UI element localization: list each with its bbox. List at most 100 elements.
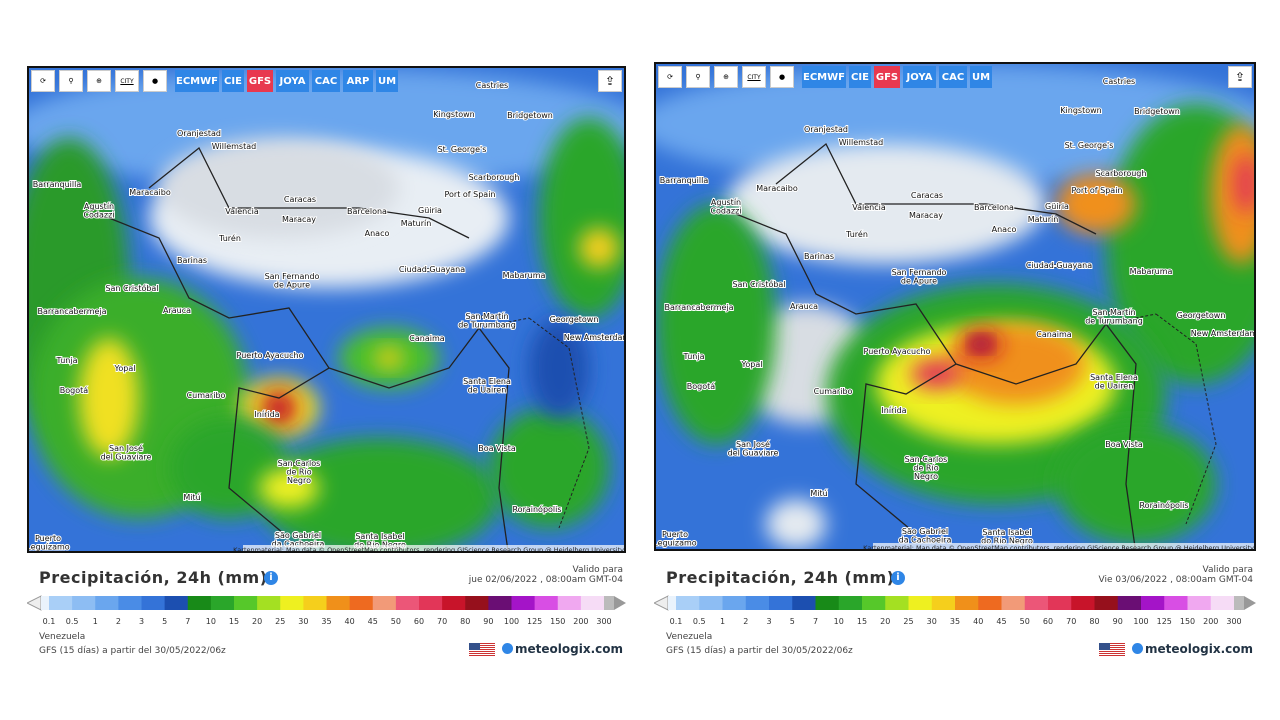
model-button[interactable]: CAC	[939, 66, 967, 88]
scale-low	[668, 596, 676, 610]
flag[interactable]	[1099, 643, 1125, 657]
place-label: de Apure	[901, 277, 937, 286]
scale-bin	[303, 596, 327, 610]
model-button[interactable]: CIE	[849, 66, 871, 88]
scale-bin	[580, 596, 605, 610]
place-label: de Río	[913, 464, 938, 473]
precip-area	[539, 118, 624, 318]
place-label: San Martín	[465, 312, 508, 321]
scale-bin	[326, 596, 351, 610]
scale-label: 30	[298, 617, 308, 626]
place-label: Ciudad Guayana	[399, 265, 465, 274]
place-label: Agustín	[711, 198, 741, 207]
model-button[interactable]: ECMWF	[175, 70, 219, 92]
scale-label: 25	[275, 617, 285, 626]
city-dot	[678, 179, 682, 183]
city-dot	[746, 363, 750, 367]
tool-button[interactable]: ⟳	[31, 70, 55, 92]
tool-button[interactable]: ⊕	[87, 70, 111, 92]
scale-label: 90	[1113, 617, 1123, 626]
tool-button[interactable]: CITY	[115, 70, 139, 92]
scale-bin	[1187, 596, 1212, 610]
model-button[interactable]: UM	[376, 70, 398, 92]
flag-stripe	[469, 651, 495, 652]
place-label: Maturín	[401, 219, 432, 228]
model-button[interactable]: UM	[970, 66, 992, 88]
city-dot	[491, 447, 495, 451]
model-button[interactable]: GFS	[874, 66, 900, 88]
place-label: Barinas	[177, 256, 207, 265]
city-dot	[264, 354, 268, 358]
city-dot	[851, 233, 855, 237]
scale-bin	[257, 596, 281, 610]
city-dot	[998, 228, 1002, 232]
place-label: Güiria	[1045, 202, 1069, 211]
scale-label: 60	[414, 617, 424, 626]
city-dot	[888, 409, 892, 413]
model-button[interactable]: JOYA	[903, 66, 936, 88]
place-label: do Rio Negro	[981, 537, 1033, 546]
city-dot	[361, 210, 365, 214]
model-button[interactable]: ARP	[343, 70, 373, 92]
city-dot	[464, 193, 468, 197]
info-icon[interactable]: i	[891, 571, 905, 585]
scale-bin	[1094, 596, 1119, 610]
flag-stripe	[469, 645, 495, 646]
city-dot	[66, 310, 70, 314]
info-icon[interactable]: i	[264, 571, 278, 585]
scale-label: 70	[437, 617, 447, 626]
tool-button[interactable]: ●	[143, 70, 167, 92]
scale-label: 7	[185, 617, 190, 626]
scale-label: 40	[345, 617, 355, 626]
place-label: Turén	[218, 233, 241, 243]
share-button[interactable]: ⇪	[1228, 66, 1252, 88]
place-label: Inírida	[881, 406, 906, 415]
city-dot	[410, 222, 414, 226]
tool-button[interactable]: ⊕	[714, 66, 738, 88]
place-label: Maracay	[282, 215, 316, 224]
attribution-bg	[243, 545, 624, 551]
scale-label: 50	[391, 617, 401, 626]
place-label: Barranquilla	[33, 180, 82, 189]
tool-button[interactable]: CITY	[742, 66, 766, 88]
place-label: Puerto	[662, 530, 688, 539]
city-dot	[1158, 504, 1162, 508]
city-dot	[426, 268, 430, 272]
place-label: Codazzi	[710, 207, 741, 216]
city-dot	[1075, 109, 1079, 113]
model-button[interactable]: JOYA	[276, 70, 309, 92]
place-label: Caracas	[911, 191, 943, 200]
scale-bin	[557, 596, 582, 610]
flag[interactable]	[469, 643, 495, 657]
scale-label: 70	[1066, 617, 1076, 626]
map-layer: Castries Kingstown Bridgetown Oranjestad Wil…	[29, 68, 624, 551]
model-button[interactable]: CIE	[222, 70, 244, 92]
scale-bin	[838, 596, 863, 610]
precip-area	[1234, 154, 1254, 214]
logo: meteologix.com	[1132, 642, 1253, 656]
model-button[interactable]: ECMWF	[802, 66, 846, 88]
scale-label: 5	[162, 617, 167, 626]
city-dot	[448, 113, 452, 117]
city-dot	[813, 492, 817, 496]
city-dot	[424, 209, 428, 213]
city-dot	[891, 350, 895, 354]
model-button[interactable]: CAC	[312, 70, 340, 92]
scale-bin	[1048, 596, 1072, 610]
model-button[interactable]: GFS	[247, 70, 273, 92]
logo-globe	[502, 643, 513, 654]
share-button[interactable]: ⇪	[598, 70, 622, 92]
city-dot	[920, 458, 924, 462]
precip-area	[766, 499, 826, 549]
title: Precipitación, 24h (mm)	[39, 568, 268, 587]
tool-button[interactable]: ⟳	[658, 66, 682, 88]
scale-label: 15	[857, 617, 867, 626]
city-dot	[1037, 218, 1041, 222]
tool-button[interactable]: ●	[770, 66, 794, 88]
tool-button[interactable]: ⚲	[59, 70, 83, 92]
city-dot	[51, 183, 55, 187]
tool-button[interactable]: ⚲	[686, 66, 710, 88]
scale-label: 10	[834, 617, 844, 626]
place-label: Boa Vista	[1105, 440, 1143, 449]
city-dot	[920, 214, 924, 218]
